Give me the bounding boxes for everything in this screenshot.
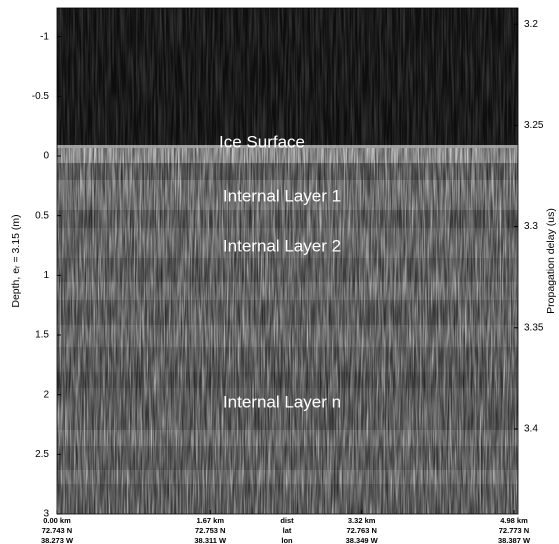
x-tick-label: 1.67 km xyxy=(196,516,224,525)
y-tick-label: 3 xyxy=(43,509,49,520)
y2-tick-label: 3.35 xyxy=(524,322,544,333)
y-tick-label: 1.5 xyxy=(35,330,49,341)
x-tick-label: 3.32 km xyxy=(348,516,376,525)
row-name: lat xyxy=(283,526,292,535)
annotation: Internal Layer 1 xyxy=(223,186,341,205)
y-tick-label: 1 xyxy=(43,270,49,281)
x-tick-label: 0.00 km xyxy=(43,516,71,525)
row-name: dist xyxy=(280,516,294,525)
y2-tick-label: 3.3 xyxy=(524,221,538,232)
y-tick-label: 2.5 xyxy=(35,449,49,460)
annotation: Ice Surface xyxy=(219,132,305,151)
y-tick-label: 0 xyxy=(43,151,49,162)
y2-axis-label: Propagation delay (us) xyxy=(545,208,557,314)
x-tick-label: 4.98 km xyxy=(500,516,528,525)
y-axis-label: Depth, eᵣ = 3.15 (m) xyxy=(10,214,22,307)
row-name: lon xyxy=(281,536,293,544)
annotation: Internal Layer 2 xyxy=(223,236,341,255)
lon-label: 38.349 W xyxy=(346,536,379,544)
y-tick-label: -0.5 xyxy=(32,91,50,102)
y-tick-label: 0.5 xyxy=(35,210,49,221)
y-tick-label: 2 xyxy=(43,389,49,400)
plot-frame xyxy=(56,7,519,515)
lat-label: 72.773 N xyxy=(499,526,529,535)
y2-tick-label: 3.4 xyxy=(524,424,538,435)
y2-tick-label: 3.25 xyxy=(524,120,544,131)
y-tick-label: -1 xyxy=(40,31,49,42)
lon-label: 38.311 W xyxy=(194,536,227,544)
lon-label: 38.273 W xyxy=(41,536,74,544)
lat-label: 72.743 N xyxy=(42,526,72,535)
radar-image xyxy=(57,8,518,514)
lat-label: 72.753 N xyxy=(195,526,225,535)
y2-tick-label: 3.2 xyxy=(524,19,538,30)
lon-label: 38.387 W xyxy=(498,536,531,544)
lat-label: 72.763 N xyxy=(346,526,376,535)
annotation: Internal Layer n xyxy=(223,392,341,411)
